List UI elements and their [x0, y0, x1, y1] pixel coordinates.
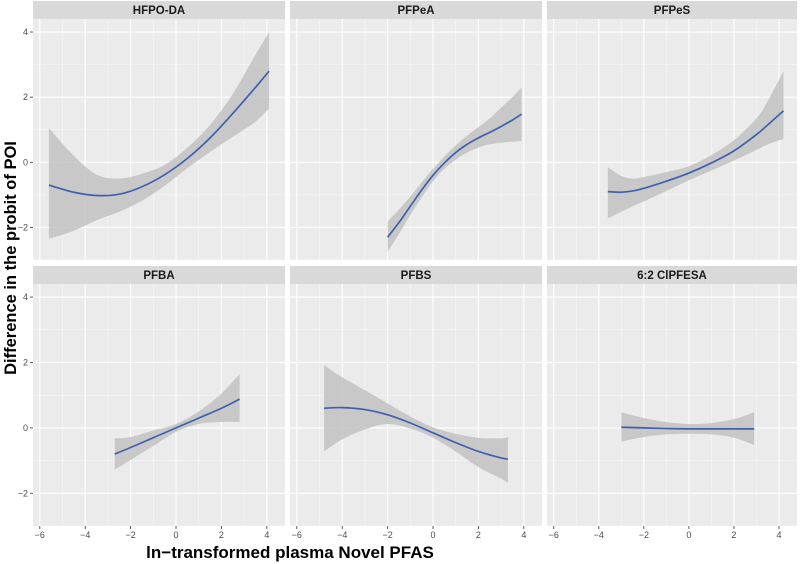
x-tick-label: 4 [776, 530, 781, 540]
x-tick-label: −4 [80, 530, 90, 540]
x-tick-label: 4 [521, 530, 526, 540]
x-tick-label: 0 [431, 530, 436, 540]
x-tick-label: 2 [219, 530, 224, 540]
y-tick-label: 4 [23, 292, 28, 302]
facet-panel: 6:2 ClPFESA [547, 266, 797, 527]
confidence-band [324, 365, 508, 483]
x-tick-label: −2 [639, 530, 649, 540]
facet-label: 6:2 ClPFESA [637, 270, 707, 282]
facet-label: PFPeA [397, 5, 434, 17]
y-axis-title: Difference in the probit of POI [2, 141, 20, 375]
fitted-line [621, 426, 755, 430]
y-tick-label: −2 [18, 488, 28, 498]
x-tick-label: 2 [731, 530, 736, 540]
y-tick-label: 2 [23, 92, 28, 102]
facet-strip [33, 1, 285, 19]
panel-background [547, 284, 797, 526]
facet-label: PFBA [143, 270, 174, 282]
facet-panel: HFPO-DA [33, 1, 285, 261]
x-tick-label: 4 [264, 530, 269, 540]
confidence-band [607, 71, 784, 219]
facet-panel: PFPeS [547, 1, 797, 261]
facet-label: PFBS [401, 270, 432, 282]
y-tick-label: 0 [23, 157, 28, 167]
panels-layer: HFPO-DA PFPeA PFPeS PFBA PFBS 6:2 ClPFESA [33, 1, 797, 527]
x-tick-label: 2 [476, 530, 481, 540]
confidence-band [48, 32, 270, 239]
confidence-band [114, 373, 240, 470]
y-tick-label: −2 [18, 222, 28, 232]
facet-label: PFPeS [654, 5, 691, 17]
x-tick-label: −6 [549, 530, 559, 540]
x-axis-title: ln−transformed plasma Novel PFAS [146, 543, 434, 562]
facet-strip [547, 266, 797, 284]
fitted-line [386, 113, 523, 238]
facet-strip [33, 266, 285, 284]
y-tick-label: 4 [23, 27, 28, 37]
x-tick-label: −6 [292, 530, 302, 540]
fitted-line [114, 398, 240, 455]
y-axis-ticks: −2 0 2 4 −2 0 2 4 [18, 27, 33, 498]
fitted-line [324, 406, 509, 460]
confidence-band [387, 87, 522, 252]
y-tick-label: 2 [23, 357, 28, 367]
y-tick-label: 0 [23, 423, 28, 433]
facet-strip [290, 1, 542, 19]
x-tick-label: −4 [337, 530, 347, 540]
facet-strip [547, 1, 797, 19]
facet-label: HFPO-DA [133, 5, 185, 17]
x-tick-label: −2 [125, 530, 135, 540]
x-tick-label: 0 [686, 530, 691, 540]
facet-panel: PFPeA [290, 1, 542, 261]
fitted-line [48, 70, 270, 197]
x-tick-label: −2 [382, 530, 392, 540]
x-tick-label: −4 [594, 530, 604, 540]
x-tick-label: 0 [174, 530, 179, 540]
x-tick-label: −6 [35, 530, 45, 540]
fitted-line [607, 110, 785, 194]
panel-background [33, 284, 285, 526]
facet-panel: PFBA [33, 266, 285, 527]
facet-panel: PFBS [290, 266, 542, 527]
facet-strip [290, 266, 542, 284]
x-axis-ticks: −6 −4 −2 0 2 4 −6 −4 −2 0 2 4 −6 −4 −2 0 2 4 [35, 526, 781, 540]
